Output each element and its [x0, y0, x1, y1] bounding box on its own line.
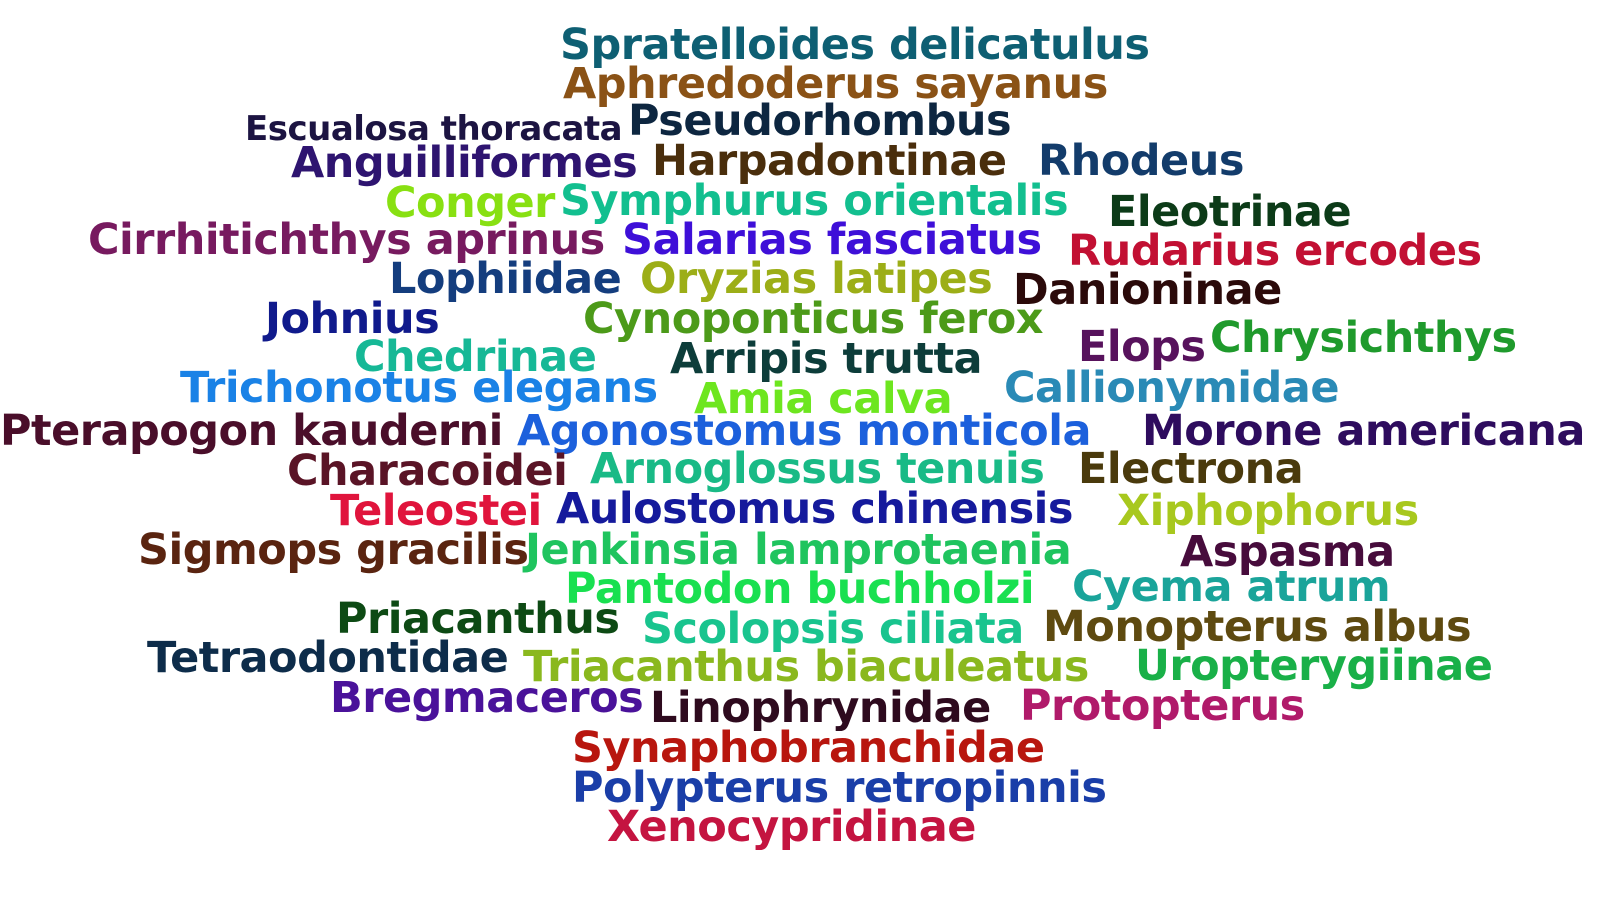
- word-pseudorhombus: Pseudorhombus: [628, 96, 1012, 146]
- word-xiphophorus: Xiphophorus: [1117, 486, 1419, 536]
- word-electrona: Electrona: [1078, 444, 1304, 494]
- word-oryzias-latipes: Oryzias latipes: [640, 254, 993, 304]
- word-elops: Elops: [1078, 322, 1206, 372]
- word-rudarius-ercodes: Rudarius ercodes: [1068, 226, 1482, 276]
- word-polypterus-retropinnis: Polypterus retropinnis: [572, 763, 1107, 813]
- word-cirrhitichthys-aprinus: Cirrhitichthys aprinus: [88, 215, 605, 265]
- word-conger: Conger: [385, 178, 555, 228]
- word-pterapogon-kauderni: Pterapogon kauderni: [0, 406, 503, 456]
- word-trichonotus-elegans: Trichonotus elegans: [180, 363, 658, 413]
- word-bregmaceros: Bregmaceros: [330, 673, 644, 723]
- word-aphredoderus-sayanus: Aphredoderus sayanus: [563, 59, 1108, 109]
- word-rhodeus: Rhodeus: [1038, 136, 1244, 186]
- word-anguilliformes: Anguilliformes: [291, 138, 638, 188]
- word-cynoponticus-ferox: Cynoponticus ferox: [583, 294, 1044, 344]
- word-callionymidae: Callionymidae: [1004, 363, 1339, 413]
- word-agonostomus-monticola: Agonostomus monticola: [517, 406, 1091, 456]
- word-sigmops-gracilis: Sigmops gracilis: [138, 525, 529, 575]
- word-jenkinsia-lamprotaenia: Jenkinsia lamprotaenia: [525, 525, 1072, 575]
- word-aspasma: Aspasma: [1180, 527, 1395, 577]
- word-linophrynidae: Linophrynidae: [650, 683, 991, 733]
- word-amia-calva: Amia calva: [694, 374, 953, 424]
- word-pantodon-buchholzi: Pantodon buchholzi: [565, 564, 1035, 614]
- word-lophiidae: Lophiidae: [389, 254, 622, 304]
- word-aulostomus-chinensis: Aulostomus chinensis: [556, 484, 1074, 534]
- word-xenocypridinae: Xenocypridinae: [607, 802, 976, 852]
- word-monopterus-albus: Monopterus albus: [1043, 602, 1472, 652]
- word-chrysichthys: Chrysichthys: [1210, 313, 1517, 363]
- word-scolopsis-ciliata: Scolopsis ciliata: [642, 604, 1024, 654]
- word-morone-americana: Morone americana: [1142, 406, 1585, 456]
- word-tetraodontidae: Tetraodontidae: [147, 633, 509, 683]
- word-danioninae: Danioninae: [1013, 265, 1282, 315]
- word-chedrinae: Chedrinae: [354, 332, 597, 382]
- word-triacanthus-biaculeatus: Triacanthus biaculeatus: [523, 642, 1089, 692]
- word-synaphobranchidae: Synaphobranchidae: [572, 723, 1045, 773]
- word-escualosa-thoracata: Escualosa thoracata: [245, 109, 623, 149]
- word-johnius: Johnius: [265, 294, 440, 344]
- word-symphurus-orientalis: Symphurus orientalis: [560, 176, 1069, 226]
- word-eleotrinae: Eleotrinae: [1108, 187, 1352, 237]
- word-protopterus: Protopterus: [1020, 681, 1305, 731]
- word-salarias-fasciatus: Salarias fasciatus: [622, 215, 1042, 265]
- word-arnoglossus-tenuis: Arnoglossus tenuis: [590, 444, 1045, 494]
- word-spratelloides-delicatulus: Spratelloides delicatulus: [560, 20, 1150, 70]
- word-cyema-atrum: Cyema atrum: [1072, 562, 1391, 612]
- word-priacanthus: Priacanthus: [336, 594, 620, 644]
- word-harpadontinae: Harpadontinae: [652, 136, 1007, 186]
- word-teleostei: Teleostei: [330, 486, 542, 536]
- word-uropterygiinae: Uropterygiinae: [1135, 641, 1493, 691]
- word-arripis-trutta: Arripis trutta: [670, 334, 983, 384]
- word-characoidei: Characoidei: [287, 446, 568, 496]
